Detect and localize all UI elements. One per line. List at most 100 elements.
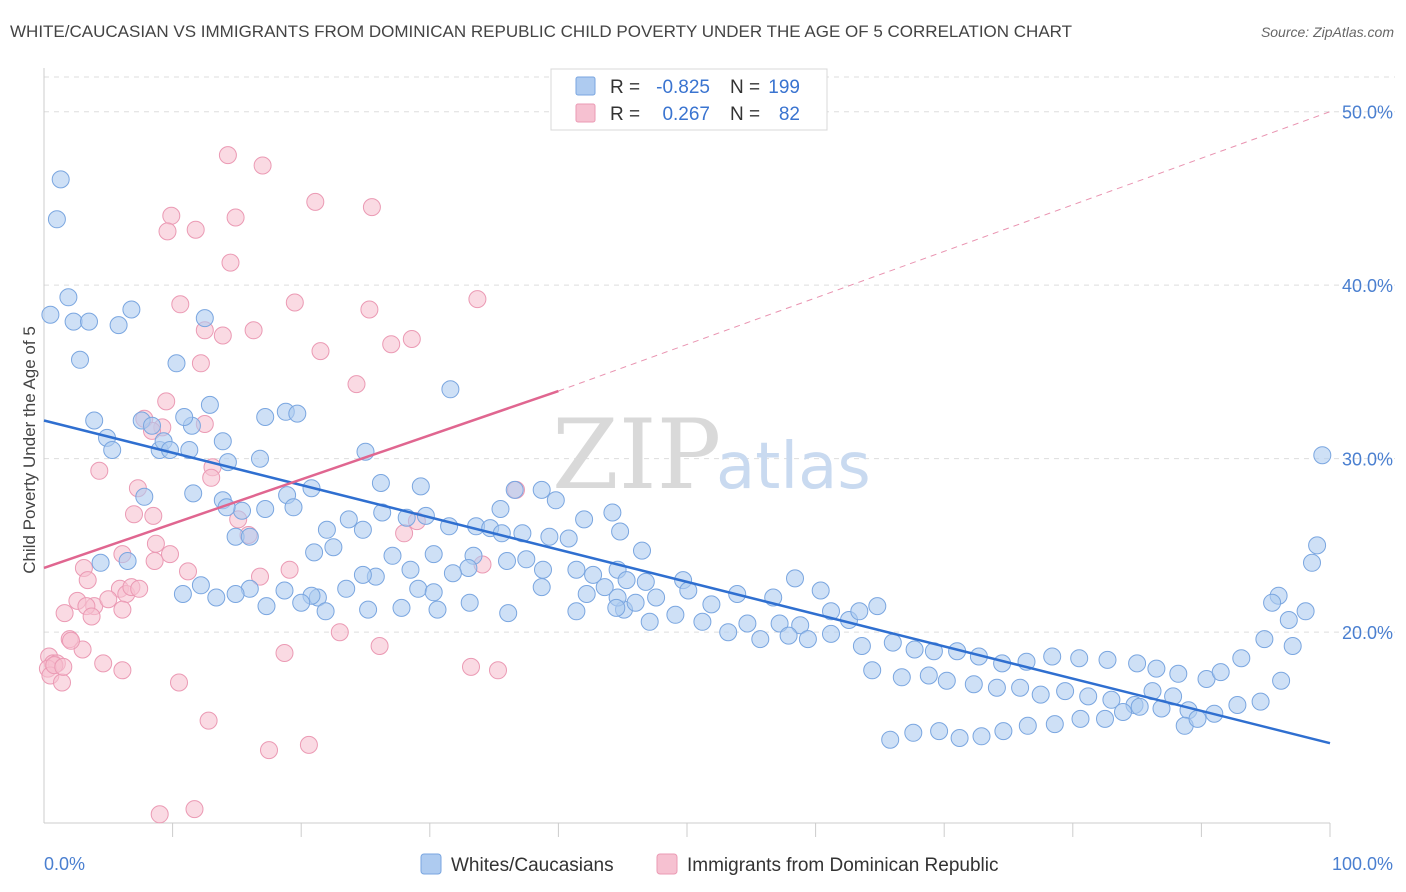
pink-data-point bbox=[462, 657, 480, 676]
blue-data-point bbox=[702, 595, 721, 614]
blue-data-point bbox=[693, 612, 712, 631]
blue-data-point bbox=[1102, 690, 1121, 709]
pink-data-point bbox=[150, 805, 169, 824]
blue-data-point bbox=[1211, 663, 1230, 682]
blue-data-point bbox=[143, 416, 161, 435]
blue-data-point bbox=[64, 312, 83, 331]
blue-data-point bbox=[491, 500, 510, 518]
blue-data-point bbox=[738, 614, 757, 633]
blue-data-point bbox=[640, 612, 659, 631]
pink-series-points bbox=[38, 146, 525, 824]
pink-data-point bbox=[94, 654, 113, 673]
blue-data-point bbox=[1313, 446, 1332, 465]
pink-data-point bbox=[362, 198, 381, 217]
blue-data-point bbox=[559, 529, 578, 548]
pink-data-point bbox=[179, 562, 197, 581]
blue-data-point bbox=[647, 588, 666, 607]
blue-data-point bbox=[411, 477, 430, 496]
pink-data-point bbox=[158, 222, 177, 241]
blue-data-point bbox=[256, 408, 275, 426]
blue-data-point bbox=[881, 730, 900, 749]
legend-swatch-pink bbox=[575, 103, 596, 123]
blue-data-point bbox=[1228, 696, 1247, 714]
blue-data-point bbox=[288, 404, 307, 423]
blue-data-point bbox=[575, 510, 594, 529]
blue-data-point bbox=[1283, 637, 1302, 655]
blue-data-point bbox=[611, 522, 630, 541]
blue-data-point bbox=[791, 616, 810, 635]
blue-data-point bbox=[409, 579, 428, 598]
blue-data-point bbox=[173, 585, 192, 603]
blue-data-point bbox=[919, 666, 938, 685]
blue-data-point bbox=[1255, 630, 1274, 649]
blue-data-point bbox=[1232, 649, 1251, 668]
pink-data-point bbox=[218, 146, 237, 165]
pink-data-point bbox=[253, 156, 272, 175]
blue-trend-line bbox=[43, 419, 1331, 745]
pink-data-point bbox=[213, 326, 232, 345]
blue-data-point bbox=[324, 538, 343, 557]
blue-data-point bbox=[443, 564, 462, 583]
blue-data-point bbox=[534, 560, 552, 579]
blue-data-point bbox=[353, 565, 372, 584]
pink-data-point bbox=[144, 506, 163, 525]
blue-data-point bbox=[904, 723, 923, 742]
blue-data-point bbox=[719, 623, 738, 642]
pink-data-point bbox=[113, 661, 132, 680]
blue-data-point bbox=[987, 678, 1006, 697]
pink-data-point bbox=[54, 657, 73, 676]
blue-data-point bbox=[603, 503, 622, 522]
blue-data-point bbox=[892, 668, 911, 687]
legend-n-value-2: 82 bbox=[779, 104, 800, 125]
blue-data-point bbox=[275, 581, 294, 600]
source-label: Source: ZipAtlas.com bbox=[1260, 24, 1394, 40]
blue-data-point bbox=[779, 626, 798, 645]
legend-swatch-blue bbox=[575, 76, 596, 96]
blue-data-point bbox=[584, 565, 603, 584]
blue-data-point bbox=[1070, 649, 1089, 668]
legend-box bbox=[550, 68, 828, 131]
blue-data-point bbox=[424, 583, 443, 602]
blue-data-point bbox=[1043, 647, 1062, 666]
blue-data-point bbox=[1056, 682, 1075, 701]
blue-data-point bbox=[180, 441, 199, 459]
blue-data-point bbox=[401, 560, 420, 579]
blue-data-point bbox=[256, 500, 275, 518]
blue-data-point bbox=[1031, 685, 1050, 704]
blue-data-point bbox=[359, 600, 378, 619]
blue-data-point bbox=[392, 598, 411, 617]
blue-data-point bbox=[567, 602, 586, 621]
blue-data-point bbox=[850, 602, 869, 621]
series-legend-label-pink: Immigrants from Dominican Republic bbox=[687, 855, 999, 876]
blue-data-point bbox=[191, 576, 210, 595]
blue-data-point bbox=[972, 727, 991, 746]
blue-data-point bbox=[1071, 709, 1090, 728]
blue-data-point bbox=[109, 316, 128, 335]
blue-data-point bbox=[1098, 650, 1117, 669]
blue-data-point bbox=[964, 675, 983, 694]
watermark: ZIP atlas bbox=[552, 399, 871, 511]
pink-data-point bbox=[382, 335, 401, 354]
blue-data-point bbox=[1272, 671, 1291, 690]
pink-data-point bbox=[171, 295, 190, 314]
x-tick-label: 0.0% bbox=[44, 854, 85, 874]
blue-data-point bbox=[103, 441, 122, 459]
blue-data-point bbox=[1251, 692, 1270, 711]
blue-data-point bbox=[798, 630, 817, 649]
blue-data-point bbox=[1011, 678, 1030, 697]
blue-data-point bbox=[339, 510, 358, 529]
chart-title: WHITE/CAUCASIAN VS IMMIGRANTS FROM DOMIN… bbox=[10, 22, 1073, 41]
blue-data-point bbox=[905, 640, 924, 659]
blue-data-point bbox=[1128, 654, 1147, 673]
blue-data-point bbox=[91, 553, 110, 572]
blue-data-point bbox=[505, 480, 524, 499]
blue-data-point bbox=[994, 722, 1013, 741]
pink-data-point bbox=[82, 607, 101, 626]
pink-data-point bbox=[113, 600, 132, 619]
blue-data-point bbox=[1188, 709, 1207, 728]
blue-data-point bbox=[85, 411, 104, 430]
legend-n-label-2: N = bbox=[730, 104, 760, 125]
pink-data-point bbox=[199, 711, 218, 730]
blue-data-point bbox=[822, 602, 840, 621]
pink-data-point bbox=[161, 545, 179, 564]
